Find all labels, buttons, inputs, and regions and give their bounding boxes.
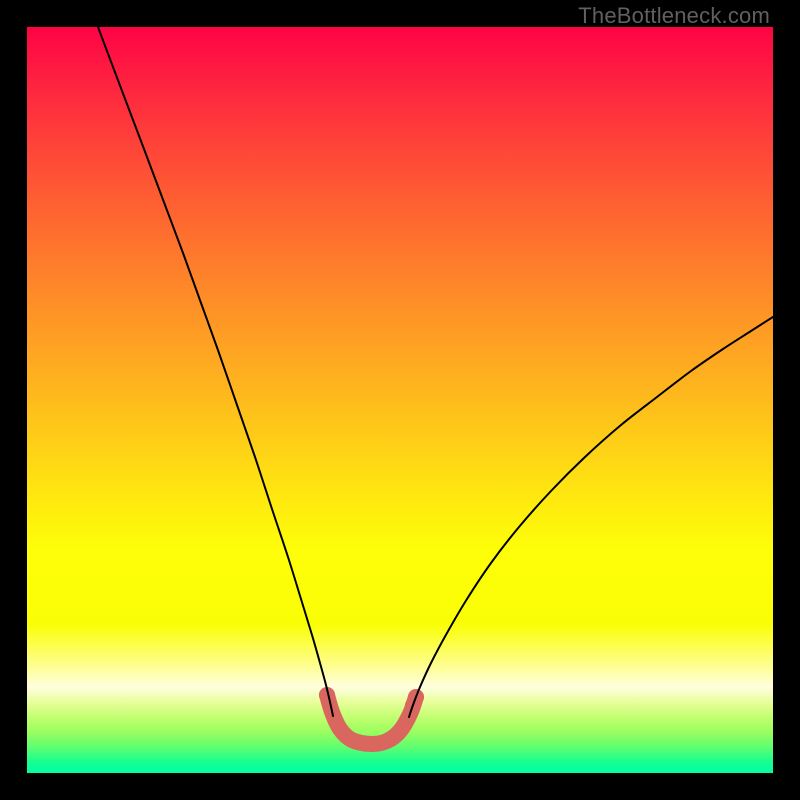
chart-svg [27, 27, 773, 773]
watermark-text: TheBottleneck.com [578, 3, 770, 29]
gradient-background [27, 27, 773, 773]
chart-frame: TheBottleneck.com [0, 0, 800, 800]
chart-plot-area [27, 27, 773, 773]
trough-extra-dot-1 [329, 713, 341, 725]
